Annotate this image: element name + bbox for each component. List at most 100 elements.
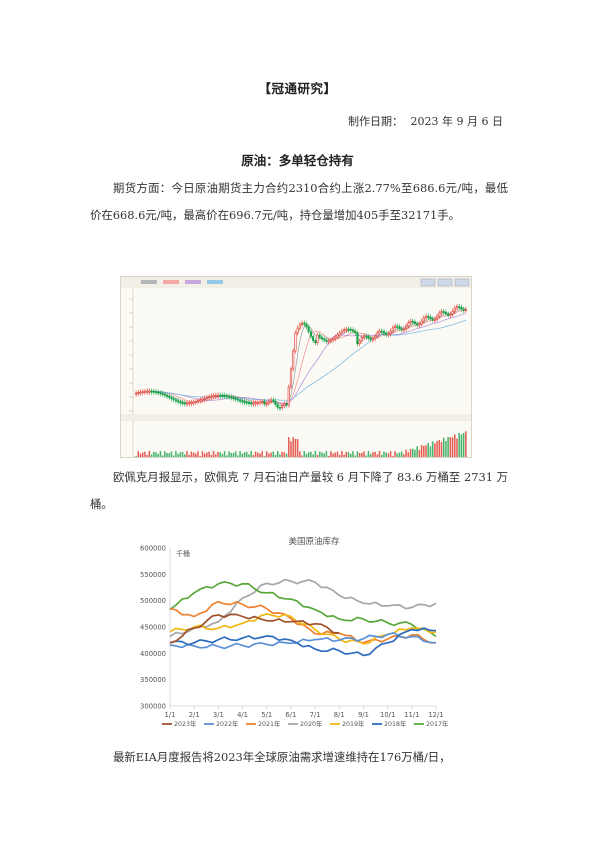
volume-bar	[268, 453, 270, 457]
candle-body	[163, 393, 166, 396]
volume-bar	[367, 451, 370, 457]
candle-body	[444, 311, 447, 315]
x-tick-label: 6/1	[285, 711, 296, 719]
candle-body	[369, 337, 372, 340]
volume-bar	[374, 451, 376, 457]
candle-body	[301, 322, 304, 325]
volume-bar	[283, 452, 286, 457]
x-tick-label: 10/1	[380, 711, 395, 719]
volume-bar	[250, 451, 252, 457]
candle-body	[292, 350, 295, 370]
candle-body	[216, 394, 220, 397]
volume-bar	[228, 451, 230, 457]
volume-bar	[334, 452, 337, 457]
series-line	[169, 578, 437, 638]
candle-body	[462, 308, 465, 311]
candle-body	[256, 402, 259, 404]
volume-bar	[305, 453, 308, 457]
candle-body	[267, 400, 270, 404]
volume-bar	[239, 451, 241, 457]
volume-bar	[257, 452, 259, 457]
volume-bar	[378, 451, 381, 457]
candle-body	[243, 401, 246, 403]
volume-bar	[376, 454, 379, 457]
candle-body	[232, 397, 235, 399]
legend-label: 2021年	[258, 719, 280, 728]
volume-bar	[314, 451, 317, 457]
series-lines	[169, 578, 437, 657]
volume-bar	[414, 449, 416, 457]
toolbar-button[interactable]	[437, 278, 453, 287]
candle-body	[214, 394, 217, 397]
candle-body	[230, 396, 233, 399]
candle-body	[436, 315, 439, 320]
candle-body	[329, 339, 332, 342]
candle-body	[190, 402, 193, 404]
volume-bar	[400, 451, 403, 457]
volume-bar	[418, 449, 421, 457]
legend-label: 2019年	[342, 719, 364, 728]
report-header: 【冠通研究】	[258, 81, 337, 96]
candle-body	[225, 395, 228, 398]
x-tick-label: 2/1	[189, 711, 200, 719]
x-tick-label: 8/1	[334, 711, 345, 719]
volume-bar	[217, 451, 219, 457]
candle-body	[247, 402, 250, 405]
candle-body	[276, 404, 279, 408]
candle-body	[165, 394, 169, 397]
price-axis-ticks	[129, 298, 133, 412]
candle-body	[303, 322, 306, 325]
volume-bar	[387, 453, 390, 457]
toolbar-button[interactable]	[454, 278, 470, 287]
volume-bar	[462, 432, 465, 457]
volume-bar	[161, 455, 164, 457]
candle-body	[345, 328, 348, 331]
legend-chip	[141, 280, 157, 284]
series-line	[169, 600, 436, 644]
toolbar-button[interactable]	[420, 278, 436, 287]
volume-bar	[230, 452, 232, 457]
candle-body	[358, 340, 361, 344]
volume-bar	[398, 452, 401, 457]
volume-bar	[188, 454, 190, 457]
volume-bar	[403, 454, 405, 457]
volume-bar	[263, 455, 266, 457]
volume-bar	[261, 451, 263, 457]
y-tick-label: 550000	[140, 571, 166, 579]
candle-body	[393, 325, 397, 329]
volume-bar	[361, 452, 363, 457]
candle-body	[139, 391, 142, 394]
volume-bar	[352, 451, 354, 457]
volume-bar	[420, 445, 423, 457]
candle-body	[185, 402, 189, 405]
candle-body	[154, 391, 158, 393]
candle-body	[433, 318, 436, 321]
candle-body	[270, 399, 273, 402]
candle-body	[460, 306, 463, 310]
candle-body	[360, 337, 363, 342]
volume-bar	[316, 454, 319, 457]
candle-body	[294, 332, 297, 352]
candle-body	[274, 400, 277, 405]
candle-body	[245, 401, 248, 404]
candle-body	[258, 401, 262, 404]
date-label: 制作日期：	[348, 115, 404, 128]
legend-label: 2023年	[174, 719, 196, 728]
x-axis: 1/1 2/1 3/1 4/1 5/1 6/1 7/1 8/1 9/1 10/1 11/1 12/1	[165, 705, 444, 719]
candle-body	[402, 328, 405, 331]
candle-body	[219, 394, 222, 397]
candle-body	[316, 334, 319, 344]
series-line	[169, 580, 437, 638]
x-tick-label: 9/1	[358, 711, 369, 719]
x-tick-label: 12/1	[428, 711, 443, 719]
y-tick-label: 300000	[140, 703, 166, 711]
legend-label: 2017年	[426, 719, 448, 728]
y-tick-label: 450000	[140, 624, 166, 632]
volume-bar	[150, 454, 153, 457]
candle-body	[427, 316, 430, 318]
candle-body	[181, 402, 184, 404]
volume-bar	[186, 451, 188, 457]
candle-body	[210, 395, 213, 398]
chart-top-bar	[121, 277, 471, 288]
volume-bar	[206, 452, 208, 457]
